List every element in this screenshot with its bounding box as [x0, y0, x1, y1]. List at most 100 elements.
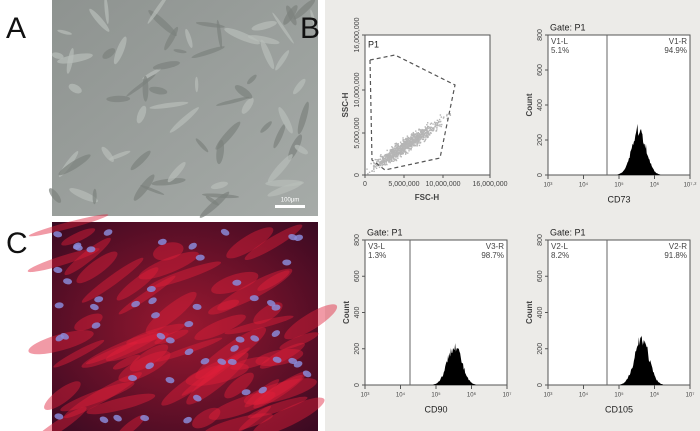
cell: [126, 74, 156, 97]
event: [394, 151, 396, 154]
event: [442, 117, 445, 119]
event: [390, 154, 392, 157]
event: [411, 141, 413, 144]
event: [406, 147, 408, 149]
nucleus: [140, 414, 150, 422]
region-percent: 1.3%: [368, 251, 386, 260]
event: [411, 138, 414, 141]
panel-label: C: [6, 227, 28, 260]
event: [399, 150, 401, 153]
cell: [104, 0, 109, 24]
event: [439, 114, 442, 116]
nucleus: [183, 416, 192, 424]
event: [398, 148, 401, 150]
cell: [199, 191, 230, 218]
event: [378, 161, 381, 163]
event: [407, 138, 410, 140]
event: [396, 152, 398, 155]
event: [382, 161, 384, 164]
event: [427, 132, 430, 134]
cell: [234, 85, 253, 99]
event: [381, 165, 383, 167]
cell: [195, 138, 209, 153]
event: [388, 152, 391, 155]
cytoskeleton: [257, 270, 290, 291]
event: [387, 157, 390, 159]
event: [406, 139, 408, 142]
event: [388, 160, 391, 162]
event: [388, 157, 390, 159]
event: [410, 136, 412, 138]
region-name: V3-L: [368, 242, 385, 251]
event: [389, 149, 392, 151]
event: [400, 156, 402, 158]
event: [386, 153, 389, 155]
cytoskeleton: [279, 332, 319, 350]
event: [395, 156, 397, 158]
cytoskeleton: [116, 414, 145, 431]
cell: [58, 154, 91, 176]
y-tick-label: 10,000,000: [354, 72, 361, 107]
event: [423, 130, 425, 133]
gate-label: P1: [368, 39, 379, 49]
nucleus: [241, 389, 251, 396]
y-tick-label: 200: [354, 343, 361, 355]
event: [401, 143, 404, 145]
cytoskeleton: [185, 363, 249, 386]
event: [380, 154, 382, 156]
micrograph-a: [48, 0, 318, 218]
event: [413, 142, 415, 144]
event: [383, 155, 386, 157]
cell: [149, 86, 168, 95]
event: [436, 126, 438, 129]
event: [418, 128, 420, 130]
event: [432, 129, 434, 132]
event: [384, 159, 386, 161]
event: [395, 144, 397, 147]
event: [381, 160, 383, 163]
cytoskeleton: [85, 341, 138, 365]
event: [419, 134, 421, 136]
event: [407, 136, 410, 139]
cell: [89, 8, 110, 32]
cell: [167, 161, 186, 183]
nucleus: [146, 286, 156, 293]
event: [396, 155, 398, 158]
y-tick-label: 200: [537, 343, 544, 355]
cytoskeleton: [252, 397, 325, 431]
event: [417, 134, 419, 136]
cytoskeleton: [224, 315, 294, 335]
cell: [278, 107, 293, 134]
event: [392, 156, 395, 158]
cell: [69, 188, 99, 203]
cytoskeleton: [148, 261, 222, 288]
event: [395, 153, 398, 156]
event: [389, 158, 391, 161]
event: [384, 164, 386, 166]
event: [427, 135, 429, 137]
event: [446, 117, 448, 120]
nucleus: [151, 312, 160, 319]
y-tick-label: 0: [354, 383, 361, 387]
cell: [210, 181, 228, 190]
event: [396, 150, 399, 152]
event: [405, 147, 407, 149]
y-axis-label: Count: [525, 93, 534, 116]
event: [373, 164, 375, 167]
event: [418, 129, 420, 131]
event: [396, 146, 398, 148]
event: [402, 139, 404, 141]
event: [423, 134, 425, 136]
cytoskeleton: [118, 351, 171, 382]
cell: [247, 74, 257, 85]
event: [437, 123, 439, 125]
cytoskeleton: [28, 214, 109, 237]
cell: [51, 52, 64, 59]
event: [397, 148, 399, 150]
region-name: V2-L: [551, 242, 568, 251]
event: [378, 158, 380, 161]
event: [382, 155, 384, 158]
event: [396, 143, 398, 146]
y-tick-label: 0: [354, 173, 361, 177]
event: [401, 152, 404, 155]
